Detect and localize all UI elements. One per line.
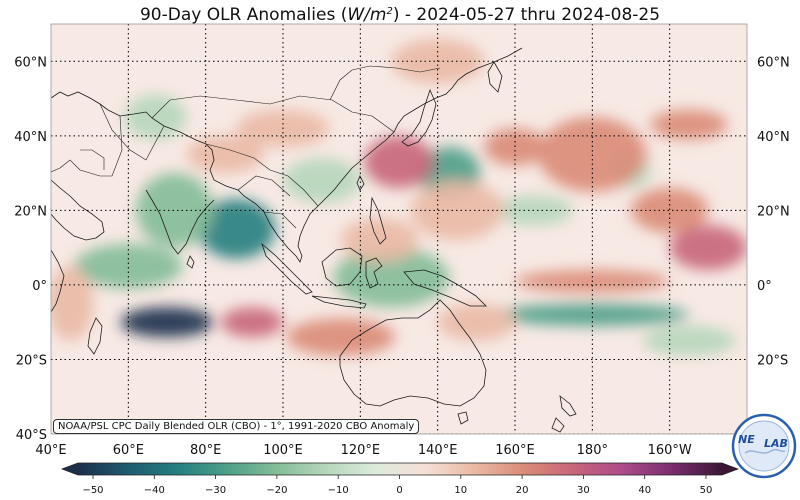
lat-labels-right: 60°N40°N20°N0°20°S40°S (757, 55, 790, 443)
coastline-sulawesi (365, 257, 383, 289)
coastlines (51, 47, 577, 433)
coastline-india (145, 189, 215, 255)
title-unit: W/m (347, 5, 387, 25)
lab-logo: NE LAB (731, 413, 797, 479)
anomaly-patch (197, 199, 276, 259)
anomaly-patch (631, 188, 709, 233)
colorbar-tick-label: 40 (638, 485, 651, 496)
colorbar-bar (78, 463, 722, 475)
lon-label: 80°E (190, 443, 221, 458)
colorbar-under-arrow (62, 463, 78, 475)
coastline-australia (339, 299, 487, 407)
lon-label: 160°E (495, 443, 535, 458)
anomaly-patch (283, 158, 361, 203)
anomaly-patch (124, 94, 187, 140)
lon-label: 60°E (113, 443, 144, 458)
anomaly-patch (74, 243, 183, 289)
colorbar-tick-label: −30 (205, 485, 226, 496)
coastline-africa-horn (51, 249, 65, 313)
logo-text-left: NE (738, 433, 755, 446)
colorbar-outline (61, 462, 739, 476)
lat-label-left: 20°N (14, 204, 47, 219)
logo-text-right: LAB (764, 437, 788, 450)
colorbar-tick-label: −10 (328, 485, 349, 496)
lat-label-right: 20°S (757, 353, 788, 368)
title-prefix: 90-Day OLR Anomalies ( (139, 5, 348, 25)
anomaly-patch (650, 109, 728, 140)
coastline-kamchatka (487, 61, 503, 93)
anomaly-patch (642, 325, 736, 356)
coastline-madagascar (87, 317, 103, 355)
logo-wave (744, 448, 786, 454)
coastline-tasmania (457, 411, 469, 425)
lat-label-right: 0° (757, 279, 772, 294)
lat-label-left: 0° (32, 279, 47, 294)
lon-label: 180° (577, 443, 608, 458)
logo-globe (738, 420, 790, 472)
title-unit-exponent: 2 (386, 6, 393, 17)
colorbar-tick-label: 10 (454, 485, 467, 496)
colorbar-tick-label: −40 (144, 485, 165, 496)
plot-area (51, 24, 747, 434)
lat-label-left: 60°N (14, 55, 47, 70)
colorbar-over-arrow (722, 463, 738, 475)
border-lines (51, 65, 441, 229)
colorbar-tick-label: 0 (396, 485, 402, 496)
anomaly-patch (286, 318, 396, 356)
colorbar-tick-label: 50 (700, 485, 713, 496)
coastline-java (311, 295, 367, 309)
lat-label-left: 20°S (16, 353, 47, 368)
lon-label: 100°E (263, 443, 303, 458)
coastline-new-zealand (551, 395, 577, 433)
anomaly-patch (341, 217, 419, 263)
anomaly-patch (495, 303, 689, 326)
map-title: 90-Day OLR Anomalies (W/m2) - 2024-05-27… (0, 0, 800, 25)
lat-labels-left: 60°N 40°N 20°N 0° 20°S 40°S (14, 55, 47, 443)
lat-label-left: 40°S (16, 428, 47, 443)
lon-label: 140°E (418, 443, 458, 458)
lon-labels: 40°E 60°E 80°E 100°E 120°E 140°E 160°E 180° 160°… (35, 443, 755, 458)
title-date-range: ) - 2024-05-27 thru 2024-08-25 (392, 5, 661, 25)
lon-label: 160°W (648, 443, 692, 458)
anomaly-patch (221, 307, 283, 338)
lat-label-right: 60°N (757, 55, 790, 70)
coastline-sri-lanka (186, 255, 195, 269)
anomaly-patch (186, 135, 264, 174)
anomaly-patch (333, 247, 450, 308)
colorbar-ticks: −50 −40 −30 −20 −10 0 10 20 30 40 50 (82, 475, 712, 496)
anomaly-patch (437, 303, 515, 341)
lat-label-right: 40°N (757, 130, 790, 145)
lon-label: 40°E (35, 443, 66, 458)
plot-frame (50, 23, 748, 435)
data-source-credit: NOAA/PSL CPC Daily Blended OLR (CBO) - 1… (53, 419, 420, 434)
colorbar-tick-label: 20 (516, 485, 529, 496)
lat-label-left: 40°N (14, 130, 47, 145)
coastline-philippines (369, 196, 387, 245)
colorbar-tick-label: 30 (577, 485, 590, 496)
graticule (51, 24, 747, 434)
lat-label-right: 20°N (757, 204, 790, 219)
colorbar: −50 −40 −30 −20 −10 0 10 20 30 40 50 (61, 462, 739, 496)
anomaly-patch (495, 195, 573, 226)
anomaly-patch (120, 307, 214, 338)
lon-label: 120°E (341, 443, 381, 458)
anomaly-patch (51, 266, 94, 341)
anomaly-patch (364, 135, 434, 188)
coastline-arabia (51, 179, 105, 241)
coastline-taiwan (356, 175, 365, 191)
colorbar-tick-label: −20 (266, 485, 287, 496)
anomaly-patch (669, 225, 747, 270)
coastline-asia-mainland (51, 47, 523, 263)
anomaly-patch (136, 173, 214, 248)
colorbar-tick-label: −50 (82, 485, 103, 496)
coastline-japan (401, 88, 437, 147)
coastline-new-guinea (403, 269, 487, 307)
